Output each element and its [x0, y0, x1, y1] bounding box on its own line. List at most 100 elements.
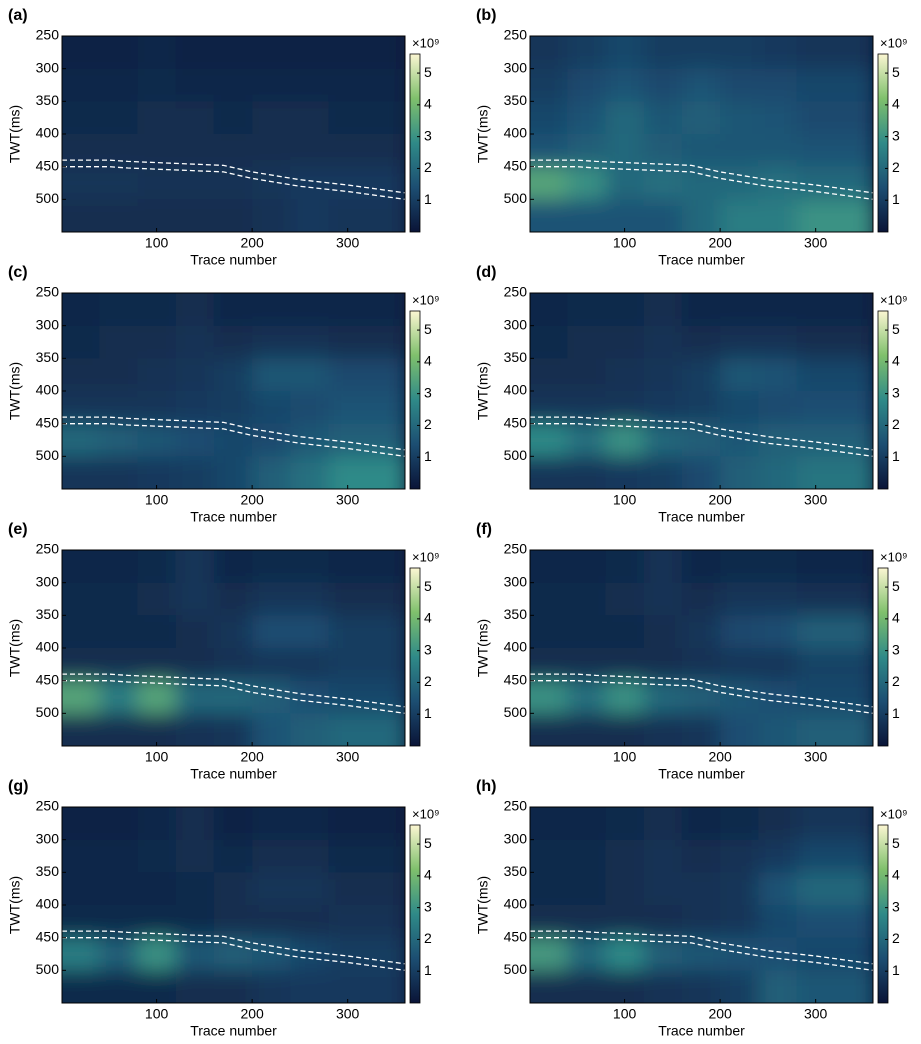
heatmap-cell — [328, 325, 405, 359]
x-axis-label: Trace number — [658, 252, 745, 268]
y-tick-label: 500 — [504, 447, 528, 463]
heatmap-cell — [213, 358, 253, 392]
heatmap-cell — [175, 134, 215, 168]
heatmap-cell — [99, 905, 138, 939]
x-axis-label: Trace number — [190, 509, 277, 525]
x-tick-label: 300 — [804, 492, 828, 508]
heatmap-cell — [530, 839, 568, 873]
heatmap-cell — [643, 391, 683, 425]
heatmap-cell — [605, 582, 645, 616]
heatmap-cell — [137, 807, 177, 841]
heatmap-cell — [567, 456, 606, 489]
panel-label: (c) — [8, 264, 28, 281]
heatmap-cell — [252, 550, 291, 584]
heatmap-cell — [643, 807, 683, 841]
heatmap-cell — [758, 937, 798, 971]
heatmap-cell — [328, 582, 405, 616]
heatmap-cell — [175, 456, 215, 489]
x-tick-label: 300 — [336, 749, 360, 765]
heatmap-cell — [137, 423, 177, 457]
heatmap-cell — [62, 293, 100, 327]
y-tick-label: 350 — [36, 349, 60, 365]
horizon-line — [62, 423, 405, 457]
heatmap-cell — [530, 680, 568, 714]
heatmap-cell — [137, 68, 177, 102]
heatmap-cell — [530, 807, 568, 841]
y-tick-label: 300 — [504, 573, 528, 589]
heatmap-cell — [567, 293, 606, 327]
colorbar-tick-label: 5 — [892, 835, 900, 851]
y-tick-label: 400 — [36, 125, 60, 141]
heatmap-cell — [720, 615, 759, 649]
heatmap-cell — [681, 293, 721, 327]
heatmap-cell — [62, 807, 100, 841]
heatmap-cell — [758, 905, 798, 939]
heatmap-cell — [290, 101, 330, 135]
heatmap-cell — [175, 839, 215, 873]
x-tick-label: 100 — [145, 492, 169, 508]
heatmap-cell — [290, 199, 330, 232]
heatmap-cell — [605, 937, 645, 971]
heatmap — [62, 550, 405, 746]
heatmap-cell — [99, 872, 138, 906]
heatmap-cell — [758, 648, 798, 682]
panel-label: (a) — [8, 7, 28, 24]
heatmap-cell — [62, 970, 100, 1003]
heatmap-cell — [137, 839, 177, 873]
y-tick-label: 300 — [36, 316, 60, 332]
heatmap-cell — [99, 101, 138, 135]
x-axis-label: Trace number — [658, 766, 745, 782]
heatmap-cell — [175, 293, 215, 327]
heatmap-cell — [328, 134, 405, 168]
heatmap-cell — [175, 391, 215, 425]
heatmap-cell — [213, 391, 253, 425]
heatmap-cell — [681, 166, 721, 200]
heatmap-cell — [758, 391, 798, 425]
heatmap-cell — [137, 293, 177, 327]
heatmap-cell — [530, 905, 568, 939]
colorbar-tick-label: 3 — [892, 641, 900, 657]
heatmap-cell — [567, 134, 606, 168]
heatmap-cell — [567, 905, 606, 939]
heatmap-cell — [290, 68, 330, 102]
heatmap-cell — [530, 970, 568, 1003]
y-tick-label: 500 — [36, 961, 60, 977]
heatmap-cell — [62, 166, 100, 200]
heatmap-cell — [720, 872, 759, 906]
y-axis-label: TWT(ms) — [475, 362, 491, 420]
x-tick-label: 300 — [804, 235, 828, 251]
colorbar — [409, 310, 421, 490]
y-axis-label: TWT(ms) — [7, 362, 23, 420]
colorbar-tick-label: 5 — [892, 64, 900, 80]
panel: 100 200 300 250 300 350 400 450 500 Trace number T… — [475, 521, 908, 781]
heatmap-cell — [99, 582, 138, 616]
heatmap-cell — [213, 839, 253, 873]
colorbar-tick-label: 2 — [892, 416, 900, 432]
heatmap-cell — [213, 36, 253, 70]
heatmap-cell — [252, 839, 291, 873]
heatmap-cell — [530, 550, 568, 584]
heatmap-cell — [681, 713, 721, 746]
horizon-line — [62, 680, 405, 714]
heatmap-cell — [99, 648, 138, 682]
colorbar — [877, 53, 889, 233]
heatmap-cell — [605, 680, 645, 714]
heatmap-cell — [605, 358, 645, 392]
heatmap — [530, 293, 873, 489]
x-axis-label: Trace number — [190, 252, 277, 268]
colorbar-tick-label: 1 — [892, 705, 900, 721]
heatmap-cell — [796, 839, 873, 873]
x-tick-label: 200 — [240, 492, 264, 508]
heatmap-cell — [567, 423, 606, 457]
heatmap-cell — [720, 358, 759, 392]
heatmap-cell — [530, 391, 568, 425]
heatmap-cell — [796, 325, 873, 359]
heatmap-cell — [643, 456, 683, 489]
y-tick-label: 450 — [36, 671, 60, 687]
colorbar-label: ×10⁹ — [412, 292, 440, 307]
plot-area — [62, 807, 405, 1003]
y-tick-label: 450 — [504, 928, 528, 944]
heatmap-cell — [681, 839, 721, 873]
heatmap-cell — [643, 680, 683, 714]
